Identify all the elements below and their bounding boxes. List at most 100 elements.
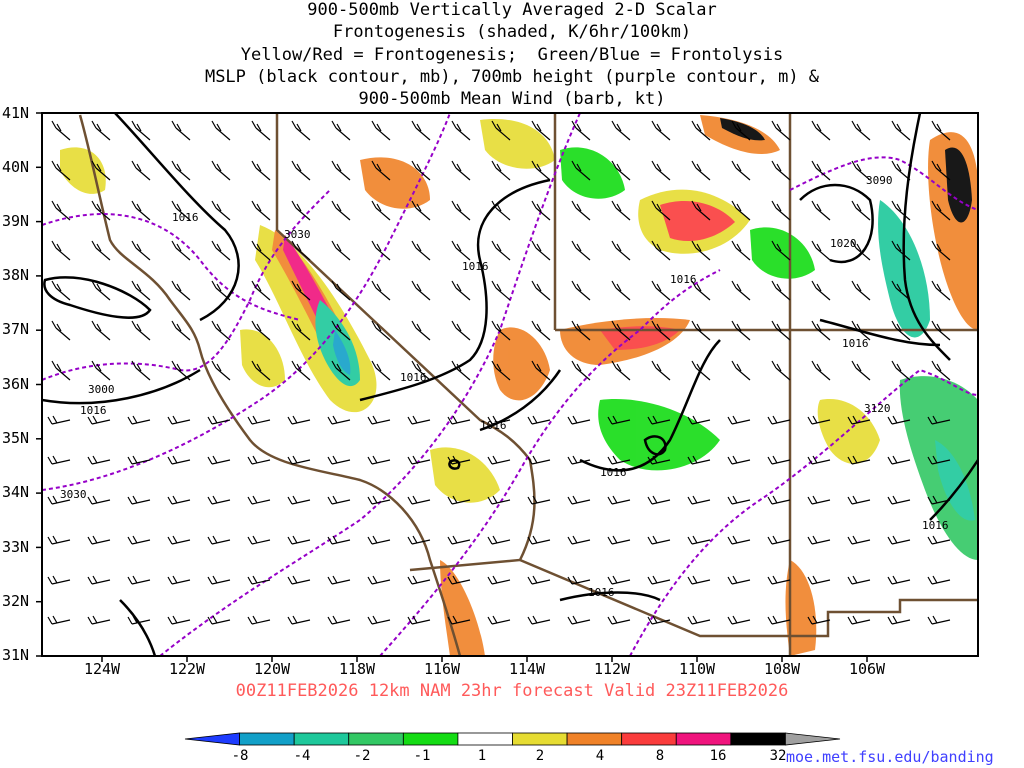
wind-barb: [651, 360, 671, 381]
wind-barb: [91, 240, 111, 261]
colorbar-label: 2: [535, 748, 545, 764]
wind-barb: [607, 495, 631, 505]
wind-barb: [611, 320, 631, 341]
wind-barb: [767, 455, 791, 465]
wind-barb: [531, 320, 551, 341]
colorbar-swatch: [293, 732, 350, 746]
wind-barb: [847, 575, 871, 585]
wind-barb: [491, 360, 511, 381]
wind-barb: [247, 455, 271, 465]
lat-label: 41N: [2, 104, 30, 122]
wind-barb: [651, 240, 671, 261]
wind-barb: [811, 120, 831, 141]
wind-barb: [411, 200, 431, 221]
mslp-label: 1016: [842, 337, 869, 350]
wind-barb: [527, 495, 551, 505]
wind-barb: [211, 200, 231, 221]
wind-barb: [251, 320, 271, 341]
wind-barb: [327, 415, 351, 425]
wind-barb: [331, 200, 351, 221]
wind-barb: [411, 320, 431, 341]
wind-barb: [891, 120, 911, 141]
wind-barb: [731, 240, 751, 261]
mslp-label: 1016: [670, 273, 697, 286]
wind-barb: [451, 200, 471, 221]
wind-barb: [91, 200, 111, 221]
title-line-1: 900-500mb Vertically Averaged 2-D Scalar: [307, 0, 717, 20]
wind-barb: [327, 495, 351, 505]
wind-barb: [527, 455, 551, 465]
mslp-label: 1016: [480, 419, 507, 432]
wind-barb: [771, 200, 791, 221]
wind-barb: [47, 615, 71, 625]
colorbar-swatch: [730, 732, 786, 746]
wind-barb: [927, 415, 951, 425]
wind-barb: [287, 615, 311, 625]
wind-barb: [127, 455, 151, 465]
wind-barb: [51, 160, 71, 181]
mslp-label: 1020: [830, 237, 857, 250]
wind-barb: [691, 200, 711, 221]
wind-barb: [611, 200, 631, 221]
lon-label: 108W: [763, 660, 801, 678]
wind-barb: [287, 415, 311, 425]
colorbar-label: -8: [231, 748, 249, 764]
wind-barb: [131, 200, 151, 221]
wind-barb: [531, 240, 551, 261]
wind-barb: [131, 360, 151, 381]
lat-label: 36N: [2, 375, 30, 393]
wind-barb: [91, 120, 111, 141]
wind-barb: [847, 615, 871, 625]
wind-barb: [767, 495, 791, 505]
wind-barb: [127, 495, 151, 505]
mslp-contours: [42, 113, 978, 656]
wind-barb: [767, 615, 791, 625]
colorbar-label: 1: [477, 748, 487, 764]
wind-barb: [447, 535, 471, 545]
wind-barb: [847, 495, 871, 505]
wind-barb: [291, 360, 311, 381]
wind-barb: [731, 200, 751, 221]
wind-barb: [691, 160, 711, 181]
wind-barb: [771, 320, 791, 341]
source-url[interactable]: moe.met.fsu.edu/banding: [786, 748, 994, 766]
mslp-label: 1016: [600, 466, 627, 479]
wind-barb: [51, 320, 71, 341]
wind-barb: [807, 455, 831, 465]
lon-label: 122W: [168, 660, 206, 678]
wind-barb: [411, 160, 431, 181]
wind-barb: [411, 240, 431, 261]
wind-barb: [51, 280, 71, 301]
wind-barb: [167, 575, 191, 585]
colorbar-swatch: [184, 732, 240, 746]
wind-barb: [411, 120, 431, 141]
wind-barb: [51, 360, 71, 381]
wind-barb: [847, 455, 871, 465]
wind-barb: [731, 320, 751, 341]
wind-barb: [491, 120, 511, 141]
wind-barb: [851, 120, 871, 141]
wind-barb: [411, 360, 431, 381]
wind-barb: [847, 535, 871, 545]
wind-barb: [931, 240, 951, 261]
wind-barb: [571, 200, 591, 221]
wind-barb: [567, 455, 591, 465]
wind-barb: [131, 240, 151, 261]
wind-barb: [931, 280, 951, 301]
wind-barb: [87, 495, 111, 505]
title-line-3: Yellow/Red = Frontogenesis; Green/Blue =…: [240, 45, 784, 65]
mslp-label: 1016: [922, 519, 949, 532]
wind-barb: [51, 200, 71, 221]
mslp-label: 1016: [80, 404, 107, 417]
height-label: 3030: [60, 488, 87, 501]
wind-barb: [487, 535, 511, 545]
wind-barb: [447, 575, 471, 585]
wind-barb: [367, 415, 391, 425]
wind-barb: [927, 535, 951, 545]
wind-barb: [647, 495, 671, 505]
wind-barb: [171, 160, 191, 181]
lon-label: 106W: [848, 660, 886, 678]
wind-barb: [647, 415, 671, 425]
wind-barb: [371, 320, 391, 341]
